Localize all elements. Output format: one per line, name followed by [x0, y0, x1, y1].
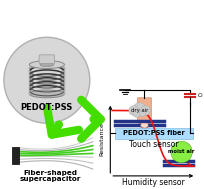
Text: PEDOT:PSS: PEDOT:PSS	[21, 103, 73, 112]
FancyBboxPatch shape	[12, 147, 18, 164]
Polygon shape	[137, 98, 151, 129]
Text: PEDOT:PSS fiber: PEDOT:PSS fiber	[123, 130, 184, 136]
Ellipse shape	[29, 90, 64, 98]
Text: Resistance: Resistance	[99, 122, 103, 156]
Text: $C_f$: $C_f$	[196, 91, 204, 100]
Ellipse shape	[29, 61, 64, 68]
Text: Touch sensor: Touch sensor	[129, 140, 178, 149]
Text: Humidity sensor: Humidity sensor	[121, 178, 184, 187]
Circle shape	[140, 106, 150, 115]
Circle shape	[132, 103, 146, 116]
Circle shape	[170, 141, 191, 163]
Circle shape	[4, 37, 89, 123]
Text: supercapacitor: supercapacitor	[20, 176, 81, 182]
Ellipse shape	[40, 63, 53, 67]
FancyBboxPatch shape	[39, 55, 54, 64]
Text: Fiber-shaped: Fiber-shaped	[24, 170, 77, 176]
Circle shape	[132, 109, 140, 117]
Polygon shape	[140, 123, 148, 128]
Circle shape	[139, 111, 145, 116]
Circle shape	[128, 106, 138, 115]
FancyBboxPatch shape	[115, 128, 192, 139]
Text: moist air: moist air	[167, 149, 194, 153]
Text: dry air: dry air	[130, 108, 147, 113]
